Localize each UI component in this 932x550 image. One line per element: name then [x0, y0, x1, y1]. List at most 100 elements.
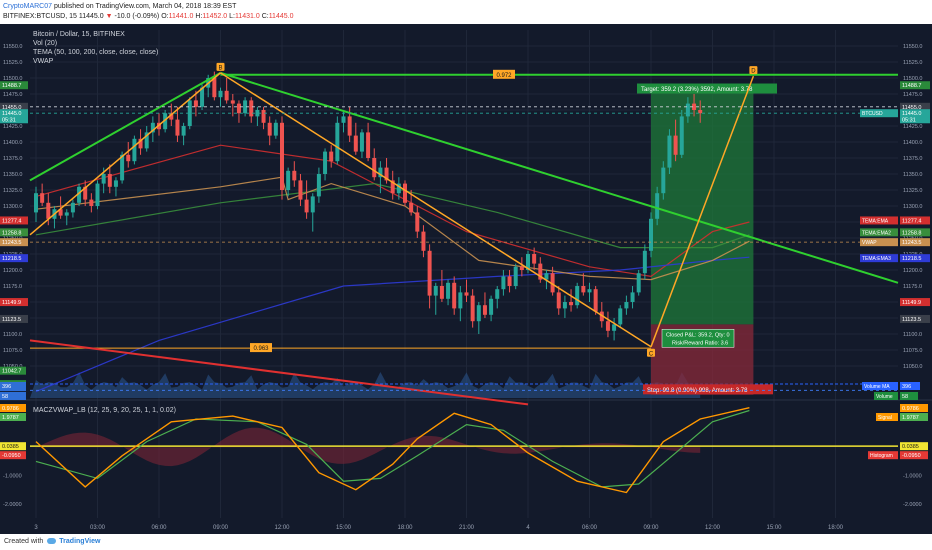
volume-left-tag-bg	[0, 382, 26, 390]
tradingview-brand-link[interactable]: TradingView	[59, 538, 101, 545]
candle-body	[372, 158, 377, 178]
candle-body	[236, 103, 241, 114]
price-tick-label-left: 11100.0	[3, 332, 22, 338]
indicator-right-tag: 0.9786	[902, 406, 919, 412]
candle-body	[679, 116, 684, 155]
fib-upper-label: 0.972	[496, 73, 512, 79]
right-price-tag: 11455.0	[902, 105, 921, 111]
red-trend-line	[29, 339, 529, 406]
indicator-tick-left: -2.0000	[3, 502, 22, 508]
left-price-tag: 11445.0	[2, 111, 21, 117]
right-price-tag-bg	[900, 228, 930, 237]
legend-title: Bitcoin / Dollar, 15, BITFINEX	[33, 31, 125, 38]
drawings[interactable]: B C D 0.972 0.963	[29, 62, 899, 406]
candle-body	[77, 186, 82, 203]
volume-value: 58	[902, 394, 908, 400]
candle-body	[649, 218, 653, 251]
symbol-line: BITFINEX:BTCUSD, 15 11445.0 ▼ -10.0 (-0.…	[3, 12, 293, 21]
volume-ma-value: 396	[902, 384, 911, 390]
right-price-tag: 11218.5	[902, 256, 921, 262]
price-tick-label-right: 11425.0	[903, 124, 922, 130]
legend-vwap: VWAP	[33, 58, 54, 65]
indicator-right-tag: 1.9787	[902, 415, 919, 421]
right-price-tag-bg	[900, 81, 930, 90]
candle-body	[538, 263, 543, 280]
volume-ma-tag-bg	[862, 382, 898, 390]
overlay-tema-ema3	[35, 256, 750, 393]
price-markers: 11488.711488.711455.011455.011445.011445…	[0, 81, 930, 400]
volume-left-tag: 58	[2, 394, 8, 400]
series-tag-bg	[860, 254, 898, 263]
risk-reward-label: Risk/Reward Ratio: 3.6	[672, 340, 728, 346]
series-tag: VWAP	[862, 240, 877, 246]
right-price-tag: 11149.9	[902, 300, 921, 306]
candle-body	[587, 289, 592, 293]
candle-body	[138, 138, 143, 149]
left-price-tag-bg	[0, 254, 28, 263]
price-tick-label-right: 11100.0	[903, 332, 922, 338]
stop-label: Stop: 99.8 (0.90%) 998, Amount: 3.78	[647, 388, 748, 394]
price-tick-label-left: 11525.0	[3, 60, 22, 66]
price-tick-label-right: 11350.0	[903, 172, 922, 178]
right-price-tag-bg	[900, 109, 930, 118]
candle-body	[378, 167, 383, 178]
time-tick-label: 21:00	[459, 525, 475, 531]
position-tool[interactable]: Target: 359.2 (3.23%) 3592, Amount: 3.78…	[637, 83, 777, 395]
price-tick-label-right: 11550.0	[903, 44, 922, 50]
time-tick-label: 03:00	[90, 525, 106, 531]
left-price-tag-bg	[0, 81, 28, 90]
candle-body	[427, 250, 432, 296]
right-price-tag: 11243.5	[902, 240, 921, 246]
candle-body	[193, 100, 198, 107]
price-tick-label-right: 11375.0	[903, 156, 922, 162]
indicator-left-hist: -0.0950	[2, 453, 21, 459]
pattern-point-c-label: C	[649, 351, 654, 357]
right-price-tag: 11123.5	[902, 317, 921, 323]
username-link[interactable]: CryptoMARC07	[3, 3, 53, 10]
orange-leg-bc	[220, 72, 652, 348]
left-price-tag-bg	[0, 298, 28, 307]
target-zone	[651, 84, 754, 325]
candle-body	[95, 183, 100, 206]
candle-body	[636, 273, 641, 293]
candle-body	[359, 132, 364, 152]
price-tick-label-left: 11375.0	[3, 156, 22, 162]
indicator-pane: MACZVWAP_LB (12, 25, 9, 20, 25, 1, 1, 0.…	[0, 404, 928, 508]
left-price-tag: 11258.8	[2, 230, 21, 236]
price-tick-label-right: 11475.0	[903, 92, 922, 98]
candle-body	[569, 302, 574, 306]
candle-body	[581, 286, 586, 293]
candle-body	[187, 100, 192, 126]
chart-canvas[interactable]: Target: 359.2 (3.23%) 3592, Amount: 3.78…	[0, 24, 932, 534]
chart-area[interactable]: Target: 359.2 (3.23%) 3592, Amount: 3.78…	[0, 24, 932, 534]
right-price-tag-bg	[900, 216, 930, 225]
time-tick-label: 06:00	[151, 525, 167, 531]
volume-pane	[30, 372, 898, 398]
candle-body	[421, 231, 426, 251]
candle-body	[64, 212, 69, 216]
ohlc-close: 11445.0	[268, 13, 294, 20]
candle-body	[495, 289, 500, 299]
candle-body	[612, 324, 617, 331]
indicator-left-tag-bg	[0, 404, 26, 412]
time-tick-label: 18:00	[828, 525, 844, 531]
price-tick-label-left: 11475.0	[3, 92, 22, 98]
fib-lower-badge	[250, 343, 272, 353]
left-price-tag-bg	[0, 216, 28, 225]
ohlc-o-label: O:	[161, 13, 169, 20]
volume-ma-tag: Volume MA	[864, 384, 890, 390]
time-tick-label: 09:00	[213, 525, 229, 531]
candle-body	[335, 122, 340, 162]
candle-body	[575, 286, 580, 306]
candle-body	[476, 305, 481, 322]
candle-body	[304, 199, 309, 213]
candle-body	[470, 295, 475, 322]
indicator-right-tag-bg	[900, 442, 928, 451]
price-tick-label-left: 11400.0	[3, 140, 22, 146]
candle-body	[273, 122, 278, 136]
candle-body	[181, 126, 186, 136]
tradingview-logo-icon	[47, 538, 57, 545]
left-price-tag-bg	[0, 115, 28, 124]
indicator-left-level: 0.0385	[2, 444, 19, 450]
candle-body	[433, 286, 438, 296]
